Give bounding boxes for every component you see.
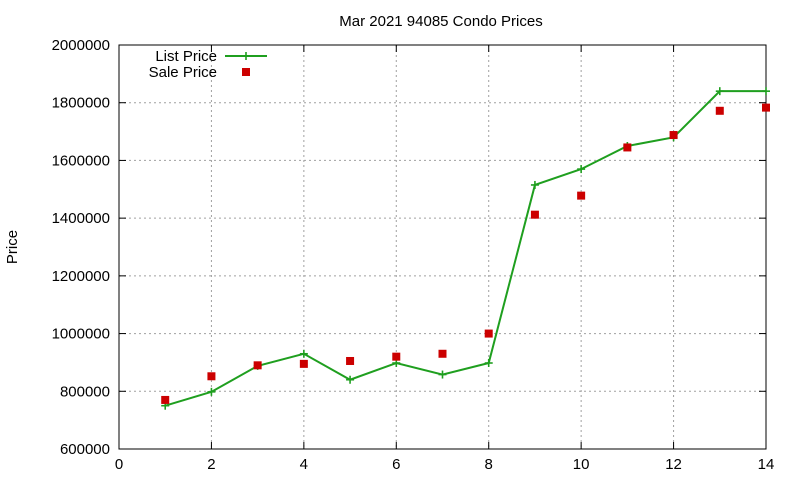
y-tick-label: 600000 (60, 441, 110, 458)
sale-price-point (484, 329, 493, 338)
x-tick-label: 0 (115, 456, 123, 473)
y-tick-label: 800000 (60, 383, 110, 400)
x-tick-label: 2 (207, 456, 215, 473)
plot-frame (118, 44, 767, 450)
y-tick-label: 1000000 (52, 326, 110, 343)
list-price-point (530, 180, 539, 189)
legend-label-sale-price: Sale Price (149, 64, 217, 81)
list-price-point (484, 359, 493, 368)
sale-price-point (299, 359, 308, 368)
list-price-point (299, 349, 308, 358)
legend-marker-list-price (242, 52, 250, 60)
sale-price-point (438, 349, 447, 358)
x-tick-label: 12 (665, 456, 682, 473)
y-tick-label: 1800000 (52, 95, 110, 112)
sale-price-point (530, 210, 539, 219)
sale-price-point (253, 361, 262, 370)
sale-price-point (623, 143, 632, 152)
x-tick-label: 4 (300, 456, 308, 473)
list-price-point (346, 375, 355, 384)
list-price-point (207, 387, 216, 396)
sale-price-point (577, 191, 586, 200)
sale-price-point (161, 395, 170, 404)
sale-price-point (346, 356, 355, 365)
x-tick-label: 8 (485, 456, 493, 473)
y-axis-title: Price (4, 230, 21, 264)
list-price-point (577, 165, 586, 174)
list-price-point (438, 370, 447, 379)
legend-label-list-price: List Price (155, 48, 217, 65)
x-tick-label: 6 (392, 456, 400, 473)
legend-marker-sale-price (242, 68, 250, 76)
y-tick-label: 1600000 (52, 152, 110, 169)
sale-price-point (715, 106, 724, 115)
series-layer (161, 87, 770, 410)
list-price-line (164, 90, 766, 407)
grid-layer (119, 45, 766, 449)
sale-price-point (762, 103, 770, 112)
y-tick-label: 1400000 (52, 210, 110, 227)
y-tick-label: 2000000 (52, 37, 110, 54)
list-price-point (715, 87, 724, 96)
list-price-point (762, 87, 770, 96)
sale-price-point (207, 372, 216, 381)
sale-price-point (392, 352, 401, 361)
tick-layer: 600000 800000 1000000 1200000 1400000 1600000… (52, 37, 775, 473)
x-tick-label: 10 (573, 456, 590, 473)
x-tick-label: 14 (758, 456, 775, 473)
chart-title: Mar 2021 94085 Condo Prices (339, 13, 542, 30)
sale-price-point (669, 131, 678, 140)
y-tick-label: 1200000 (52, 268, 110, 285)
